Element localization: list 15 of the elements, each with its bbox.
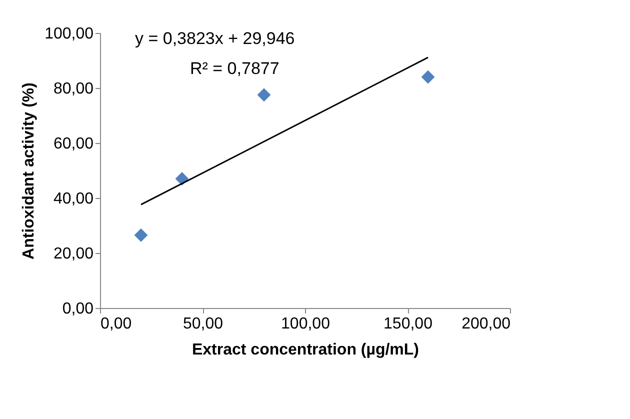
x-axis-title: Extract concentration (µg/mL) — [192, 342, 420, 358]
y-tick-label: 60,00 — [53, 136, 94, 152]
y-tick-label: 100,00 — [44, 26, 94, 42]
x-tick-label: 150,00 — [384, 316, 433, 332]
y-axis-title: Antioxidant activity (%) — [20, 82, 38, 260]
y-tick-label: 0,00 — [62, 300, 94, 318]
annotation: R² = 0,7877 — [190, 59, 280, 78]
x-tick-label: 200,00 — [462, 316, 511, 332]
annotation: y = 0,3823x + 29,946 — [135, 29, 295, 48]
y-tick-label: 20,00 — [53, 246, 94, 262]
x-tick-label: 100,00 — [281, 316, 330, 332]
x-tick-label: 50,00 — [182, 316, 224, 332]
y-tick-label: 80,00 — [53, 80, 94, 98]
x-tick-label: 0,00 — [100, 316, 132, 332]
y-tick-label: 40,00 — [53, 190, 94, 208]
